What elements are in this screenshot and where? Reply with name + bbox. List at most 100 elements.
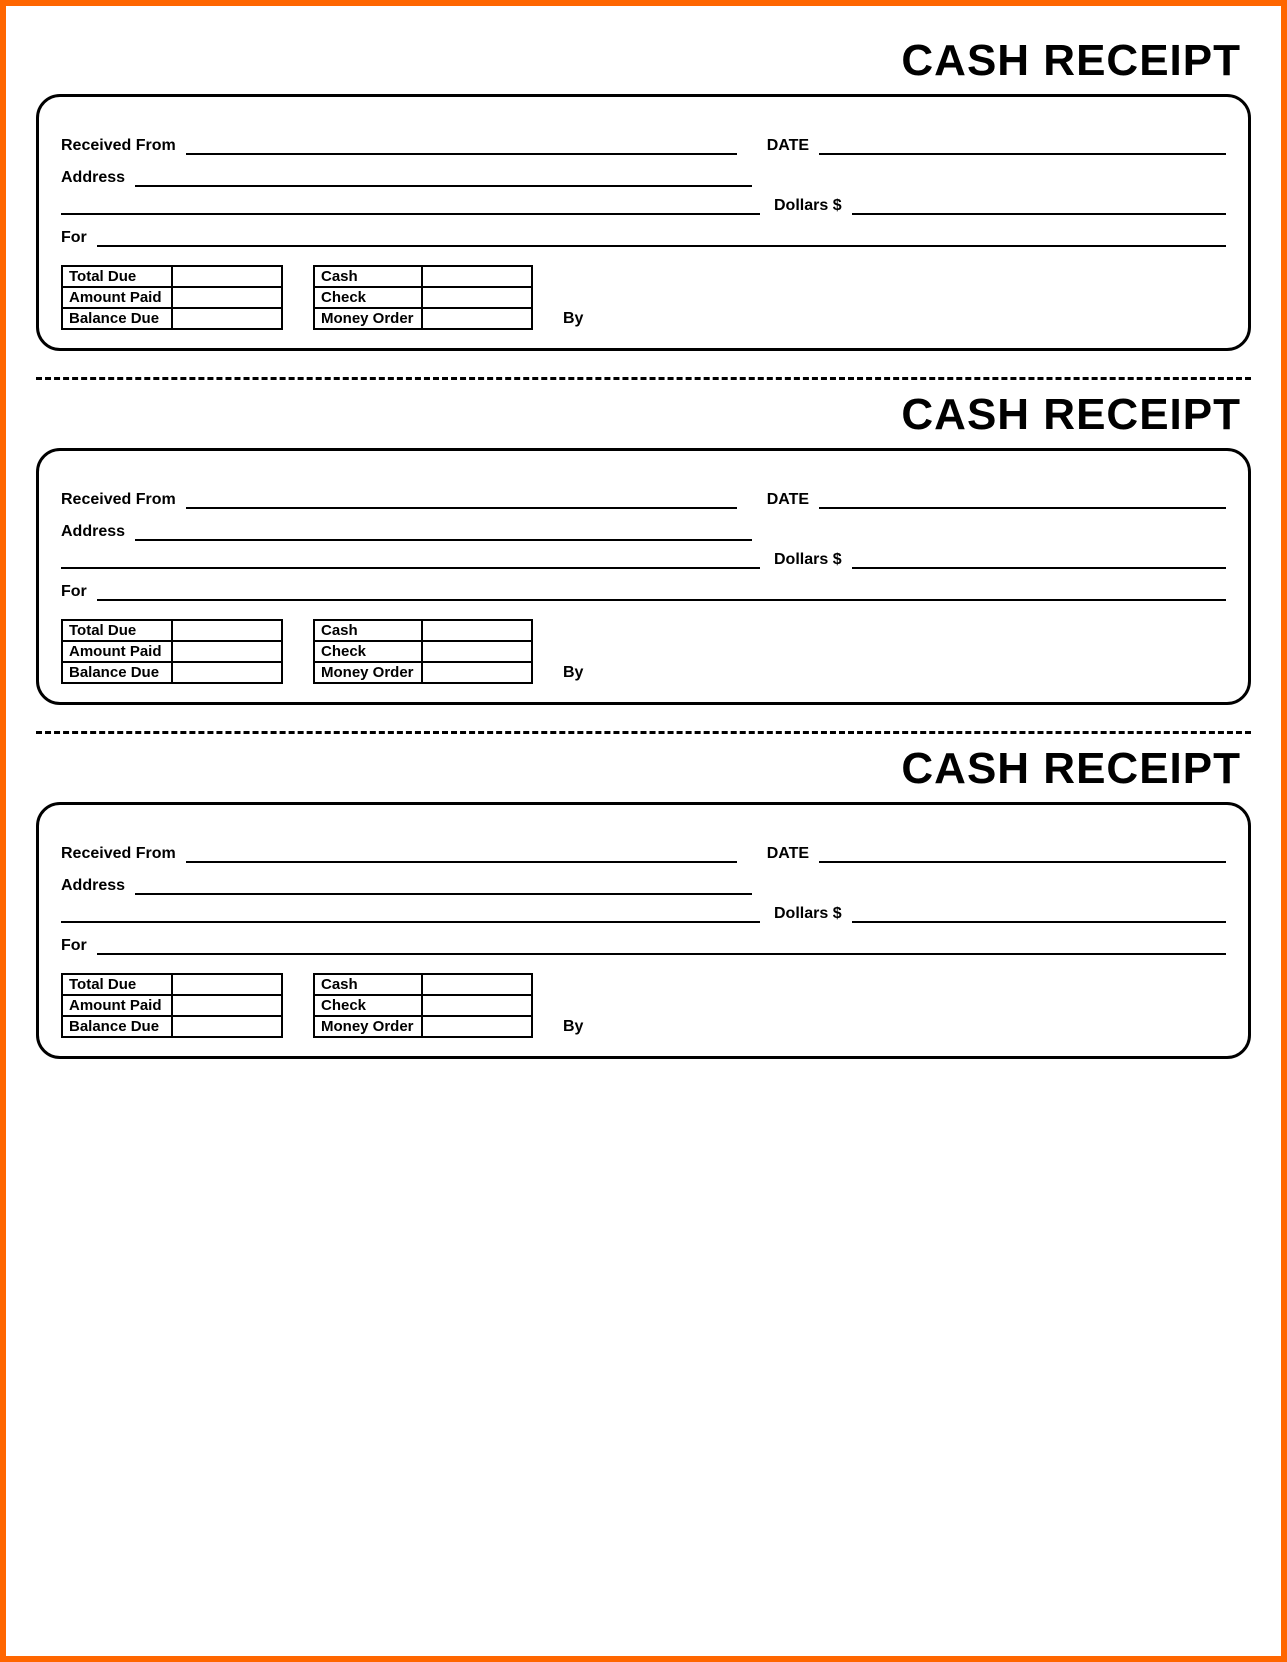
totals-table: Total Due Amount Paid Balance Due [61, 973, 283, 1038]
field-dollars[interactable] [852, 197, 1226, 215]
receipt-box: Received From DATE Address Dollars $ [36, 802, 1251, 1059]
field-for[interactable] [97, 937, 1226, 955]
table-row: Amount Paid [62, 995, 282, 1016]
label-cash: Cash [314, 620, 422, 641]
field-cash[interactable] [422, 974, 532, 995]
field-received-from[interactable] [186, 491, 737, 509]
field-total-due[interactable] [172, 974, 282, 995]
label-for: For [61, 583, 87, 601]
label-cash: Cash [314, 266, 422, 287]
field-received-from[interactable] [186, 137, 737, 155]
payment-table: Cash Check Money Order [313, 973, 533, 1038]
receipt-block: CASH RECEIPT Received From DATE Address [36, 744, 1251, 1059]
field-address-2[interactable] [61, 551, 760, 569]
field-total-due[interactable] [172, 266, 282, 287]
field-balance-due[interactable] [172, 662, 282, 683]
label-by: By [563, 310, 583, 328]
field-check[interactable] [422, 995, 532, 1016]
row-address: Address [61, 523, 1226, 541]
field-date[interactable] [819, 845, 1226, 863]
field-balance-due[interactable] [172, 308, 282, 329]
label-amount-paid: Amount Paid [62, 995, 172, 1016]
field-check[interactable] [422, 641, 532, 662]
table-row: Cash [314, 266, 532, 287]
field-check[interactable] [422, 287, 532, 308]
by-area: By [563, 310, 1226, 330]
label-dollars: Dollars $ [774, 905, 842, 923]
receipt-block: CASH RECEIPT Received From DATE Address [36, 36, 1251, 351]
payment-table: Cash Check Money Order [313, 619, 533, 684]
field-amount-paid[interactable] [172, 995, 282, 1016]
field-money-order[interactable] [422, 308, 532, 329]
table-row: Check [314, 641, 532, 662]
label-cash: Cash [314, 974, 422, 995]
receipt-box: Received From DATE Address Dollars $ [36, 94, 1251, 351]
label-check: Check [314, 995, 422, 1016]
table-row: Check [314, 995, 532, 1016]
label-money-order: Money Order [314, 1016, 422, 1037]
row-bottom: Total Due Amount Paid Balance Due Cash C… [61, 619, 1226, 684]
row-received-date: Received From DATE [61, 491, 1226, 509]
label-received-from: Received From [61, 137, 176, 155]
field-total-due[interactable] [172, 620, 282, 641]
field-address-1[interactable] [135, 877, 752, 895]
receipt-title: CASH RECEIPT [36, 390, 1251, 440]
label-dollars: Dollars $ [774, 197, 842, 215]
field-address-2[interactable] [61, 197, 760, 215]
field-for[interactable] [97, 229, 1226, 247]
by-area: By [563, 1018, 1226, 1038]
label-date: DATE [767, 137, 809, 155]
label-total-due: Total Due [62, 974, 172, 995]
label-by: By [563, 664, 583, 682]
table-row: Amount Paid [62, 641, 282, 662]
table-row: Total Due [62, 974, 282, 995]
table-row: Total Due [62, 266, 282, 287]
separator-dashed [36, 377, 1251, 380]
field-address-1[interactable] [135, 523, 752, 541]
field-address-2[interactable] [61, 905, 760, 923]
label-check: Check [314, 287, 422, 308]
label-by: By [563, 1018, 583, 1036]
label-balance-due: Balance Due [62, 308, 172, 329]
field-date[interactable] [819, 137, 1226, 155]
field-amount-paid[interactable] [172, 287, 282, 308]
page-frame: CASH RECEIPT Received From DATE Address [0, 0, 1287, 1662]
label-date: DATE [767, 491, 809, 509]
label-amount-paid: Amount Paid [62, 641, 172, 662]
table-row: Check [314, 287, 532, 308]
field-balance-due[interactable] [172, 1016, 282, 1037]
label-balance-due: Balance Due [62, 1016, 172, 1037]
label-total-due: Total Due [62, 266, 172, 287]
field-money-order[interactable] [422, 662, 532, 683]
table-row: Balance Due [62, 662, 282, 683]
label-check: Check [314, 641, 422, 662]
label-for: For [61, 937, 87, 955]
label-date: DATE [767, 845, 809, 863]
label-received-from: Received From [61, 845, 176, 863]
field-dollars[interactable] [852, 551, 1226, 569]
field-date[interactable] [819, 491, 1226, 509]
receipt-box: Received From DATE Address Dollars $ [36, 448, 1251, 705]
row-for: For [61, 583, 1226, 601]
table-row: Cash [314, 620, 532, 641]
label-received-from: Received From [61, 491, 176, 509]
field-for[interactable] [97, 583, 1226, 601]
receipt-title: CASH RECEIPT [36, 36, 1251, 86]
table-row: Balance Due [62, 308, 282, 329]
field-address-1[interactable] [135, 169, 752, 187]
field-received-from[interactable] [186, 845, 737, 863]
field-amount-paid[interactable] [172, 641, 282, 662]
totals-table: Total Due Amount Paid Balance Due [61, 265, 283, 330]
table-row: Money Order [314, 1016, 532, 1037]
by-area: By [563, 664, 1226, 684]
field-cash[interactable] [422, 266, 532, 287]
payment-table: Cash Check Money Order [313, 265, 533, 330]
label-address: Address [61, 877, 125, 895]
label-for: For [61, 229, 87, 247]
field-dollars[interactable] [852, 905, 1226, 923]
table-row: Cash [314, 974, 532, 995]
field-money-order[interactable] [422, 1016, 532, 1037]
row-received-date: Received From DATE [61, 845, 1226, 863]
label-address: Address [61, 523, 125, 541]
field-cash[interactable] [422, 620, 532, 641]
